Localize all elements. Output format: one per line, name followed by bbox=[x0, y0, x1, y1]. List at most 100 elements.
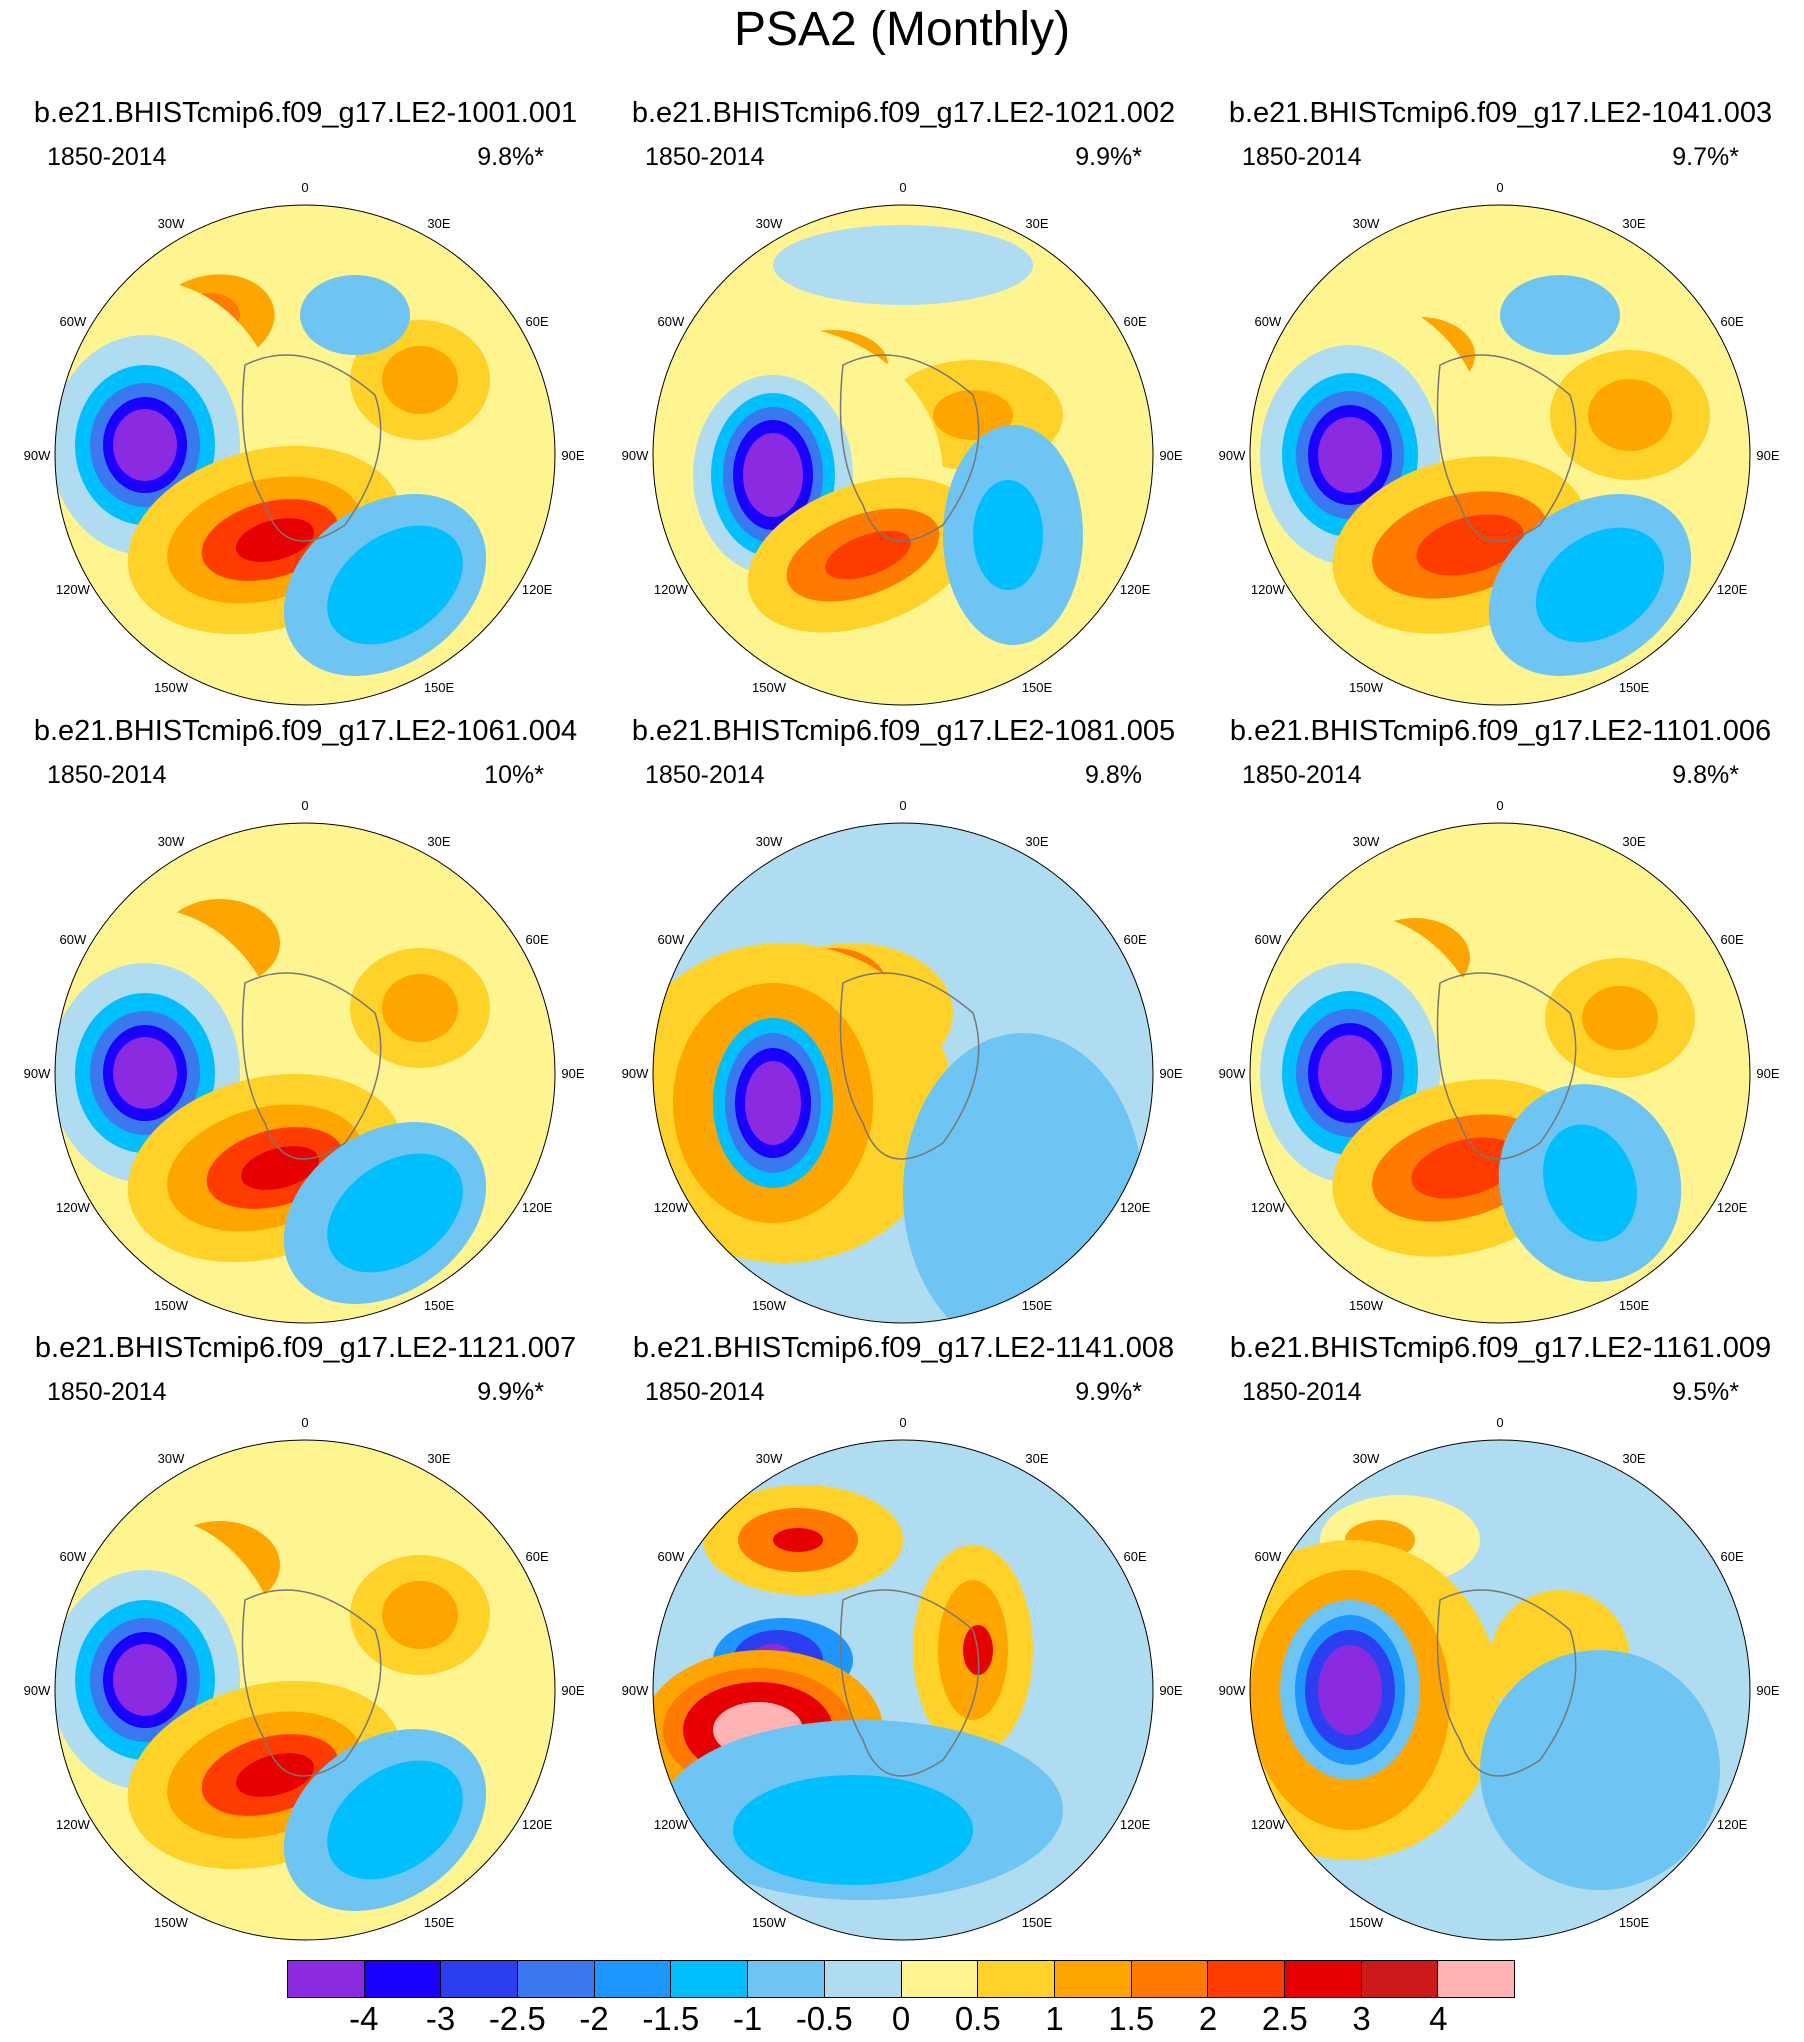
contour-blob bbox=[382, 974, 458, 1042]
contour-blob bbox=[113, 1644, 177, 1716]
contour-field bbox=[1250, 1440, 1750, 1940]
longitude-label: 90W bbox=[622, 1683, 649, 1698]
contour-blob bbox=[773, 1528, 823, 1552]
longitude-label: 90E bbox=[1756, 1683, 1779, 1698]
colorbar-swatch bbox=[517, 1960, 594, 1998]
contour-blob bbox=[327, 525, 463, 645]
longitude-label: 150E bbox=[424, 1298, 455, 1313]
longitude-label: 0 bbox=[899, 1415, 906, 1430]
panel-period: 1850-2014 bbox=[645, 143, 765, 171]
map-boundary bbox=[1249, 1439, 1751, 1941]
longitude-label: 60E bbox=[1721, 1549, 1744, 1564]
colorbar-tick-label: -3 bbox=[425, 2000, 456, 2037]
contour-blob bbox=[1500, 275, 1620, 355]
colorbar-swatch bbox=[1360, 1960, 1438, 1998]
panel-period: 1850-2014 bbox=[1242, 143, 1362, 171]
longitude-label: 90W bbox=[1219, 1066, 1246, 1081]
colorbar-tick-label: 1 bbox=[1045, 2000, 1064, 2037]
longitude-label: 30W bbox=[756, 216, 783, 231]
longitude-label: 150E bbox=[424, 680, 455, 695]
longitude-label: 120E bbox=[1717, 582, 1748, 597]
contour-blob bbox=[236, 518, 314, 562]
map-boundary bbox=[54, 204, 556, 706]
longitude-label: 0 bbox=[301, 180, 308, 195]
contour-field bbox=[1250, 205, 1750, 705]
colorbar-swatch bbox=[670, 1960, 748, 1998]
longitude-label: 150W bbox=[1349, 1915, 1384, 1930]
longitude-label: 150E bbox=[1022, 1915, 1053, 1930]
colorbar-swatch bbox=[1437, 1960, 1515, 1998]
colorbar: -4 -3 -2.5 -2 -1.5 -1 -0.5 0 0.5 1 1.5 2 2.5 3 4 bbox=[287, 1960, 1515, 2040]
longitude-label: 60E bbox=[526, 314, 549, 329]
longitude-label: 0 bbox=[301, 1415, 308, 1430]
contour-blob bbox=[113, 409, 177, 481]
longitude-label: 90E bbox=[561, 1066, 584, 1081]
longitude-label: 120E bbox=[1120, 582, 1151, 597]
longitude-label: 120W bbox=[654, 1817, 689, 1832]
map-panel: b.e21.BHISTcmip6.f09_g17.LE2-1061.004 185… bbox=[5, 713, 606, 1333]
map-panel: b.e21.BHISTcmip6.f09_g17.LE2-1041.003 185… bbox=[1200, 95, 1801, 715]
colorbar-swatch bbox=[363, 1960, 441, 1998]
map-panel: b.e21.BHISTcmip6.f09_g17.LE2-1161.009 185… bbox=[1200, 1330, 1801, 1950]
colorbar-swatch bbox=[747, 1960, 824, 1998]
panel-period: 1850-2014 bbox=[47, 1378, 167, 1406]
longitude-label: 60W bbox=[60, 1549, 87, 1564]
panel-period: 1850-2014 bbox=[645, 1378, 765, 1406]
panel-variance: 10%* bbox=[484, 761, 544, 789]
longitude-label: 120W bbox=[56, 1817, 91, 1832]
longitude-label: 120W bbox=[1251, 582, 1286, 597]
colorbar-swatch bbox=[900, 1960, 978, 1998]
longitude-label: 0 bbox=[899, 180, 906, 195]
longitude-label: 30E bbox=[427, 1451, 450, 1466]
panel-title: b.e21.BHISTcmip6.f09_g17.LE2-1001.001 bbox=[33, 97, 578, 129]
panel-variance: 9.8%* bbox=[1672, 761, 1739, 789]
contour-blob bbox=[1588, 379, 1672, 451]
contour-blob bbox=[733, 1775, 973, 1885]
longitude-label: 120E bbox=[1717, 1817, 1748, 1832]
map-boundary bbox=[652, 204, 1154, 706]
longitude-label: 90W bbox=[24, 1066, 51, 1081]
longitude-label: 150E bbox=[424, 1915, 455, 1930]
contour-blob bbox=[1318, 1645, 1382, 1735]
map-panel: b.e21.BHISTcmip6.f09_g17.LE2-1101.006 185… bbox=[1200, 713, 1801, 1333]
longitude-label: 150W bbox=[752, 1298, 787, 1313]
map-boundary bbox=[652, 1439, 1154, 1941]
contour-blob bbox=[743, 433, 803, 517]
colorbar-tick-label: 3 bbox=[1352, 2000, 1371, 2037]
longitude-label: 90E bbox=[1159, 1683, 1182, 1698]
longitude-label: 150W bbox=[154, 1915, 189, 1930]
panel-period: 1850-2014 bbox=[1242, 761, 1362, 789]
longitude-label: 120E bbox=[1717, 1200, 1748, 1215]
longitude-label: 60E bbox=[526, 1549, 549, 1564]
coastline bbox=[839, 1589, 980, 1777]
longitude-label: 60E bbox=[526, 932, 549, 947]
longitude-label: 90W bbox=[622, 448, 649, 463]
longitude-label: 30E bbox=[1025, 834, 1048, 849]
colorbar-swatch bbox=[1283, 1960, 1361, 1998]
longitude-label: 60W bbox=[1255, 1549, 1282, 1564]
longitude-label: 150E bbox=[1619, 1298, 1650, 1313]
longitude-label: 90E bbox=[1756, 1066, 1779, 1081]
map-boundary bbox=[652, 822, 1154, 1324]
polar-map: 030E60E90E120E150E180150W120W90W60W30W bbox=[24, 798, 585, 1324]
panel-title: b.e21.BHISTcmip6.f09_g17.LE2-1021.002 bbox=[631, 97, 1176, 129]
colorbar-labels: -4 -3 -2.5 -2 -1.5 -1 -0.5 0 0.5 1 1.5 2 2.5 3 4 bbox=[287, 1998, 1515, 2038]
longitude-label: 150W bbox=[154, 680, 189, 695]
longitude-label: 150E bbox=[1022, 680, 1053, 695]
longitude-label: 90E bbox=[1756, 448, 1779, 463]
longitude-label: 150W bbox=[752, 680, 787, 695]
contour-blob bbox=[1318, 1035, 1382, 1111]
longitude-label: 30W bbox=[158, 834, 185, 849]
panel-variance: 9.9%* bbox=[1075, 143, 1142, 171]
contour-field bbox=[55, 1440, 555, 1940]
coastline bbox=[839, 972, 980, 1160]
longitude-label: 30W bbox=[1353, 834, 1380, 849]
panel-title: b.e21.BHISTcmip6.f09_g17.LE2-1041.003 bbox=[1228, 97, 1773, 129]
longitude-label: 0 bbox=[1496, 1415, 1503, 1430]
longitude-label: 60W bbox=[60, 932, 87, 947]
contour-blob bbox=[327, 1153, 463, 1273]
panel-title: b.e21.BHISTcmip6.f09_g17.LE2-1081.005 bbox=[631, 715, 1176, 747]
polar-map: 030E60E90E120E150E180150W120W90W60W30W bbox=[24, 1415, 585, 1941]
colorbar-tick-label: -2.5 bbox=[488, 2000, 546, 2037]
colorbar-swatch bbox=[440, 1960, 518, 1998]
